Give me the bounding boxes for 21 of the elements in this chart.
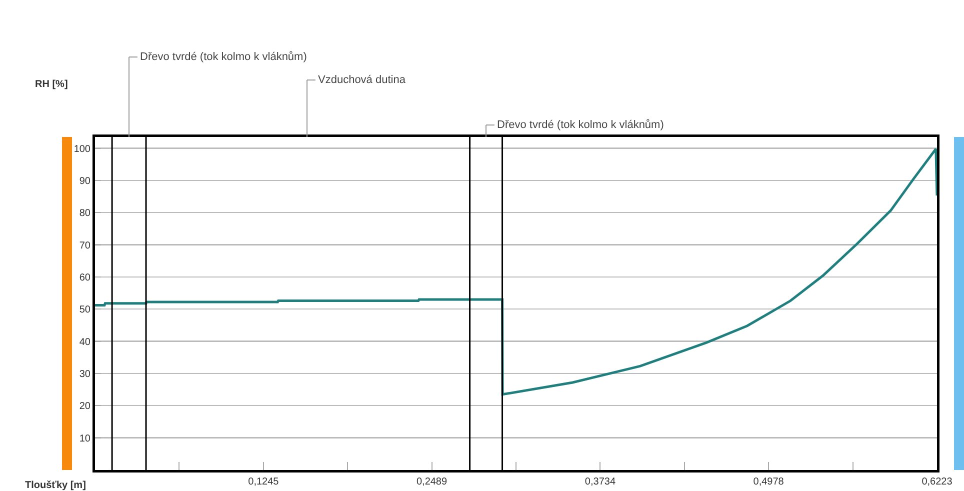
text: Dřevo tvrdé (tok kolmo k vláknům): [497, 119, 664, 131]
x-tick-label: 0,1245: [248, 476, 280, 488]
line-series: [95, 148, 937, 396]
y-tick-label: 10: [79, 433, 91, 444]
x-tick-label: 0,2489: [416, 476, 448, 488]
text: Dřevo tvrdé (tok kolmo k vláknům): [140, 51, 307, 63]
y-tick-label: 50: [79, 304, 91, 316]
y-axis-title: RH [%]: [35, 79, 68, 90]
x-tick-label: 0,4978: [753, 476, 784, 488]
y-tick-label: 20: [79, 401, 91, 412]
y-tick-label: 100: [74, 144, 91, 155]
text: Vzduchová dutina: [318, 74, 406, 86]
x-tick-label: 0,6223: [922, 476, 953, 488]
y-tick-label: 80: [79, 208, 91, 220]
y-tick-label: 60: [79, 272, 91, 284]
y-tick-label: 90: [79, 176, 91, 187]
x-tick-label: 0,3734: [584, 476, 616, 488]
y-tick-label: 70: [79, 240, 91, 252]
y-tick-label: 40: [79, 336, 91, 348]
y-tick-label: 30: [79, 368, 91, 380]
x-axis-title: Tloušťky [m]: [25, 480, 86, 491]
